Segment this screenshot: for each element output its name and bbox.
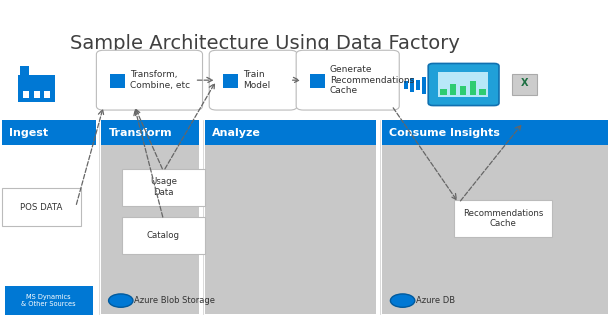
Text: Azure Blob Storage: Azure Blob Storage (134, 296, 215, 305)
FancyBboxPatch shape (110, 74, 125, 88)
FancyBboxPatch shape (470, 81, 476, 95)
FancyBboxPatch shape (101, 120, 199, 145)
FancyBboxPatch shape (2, 188, 81, 226)
FancyBboxPatch shape (20, 66, 29, 75)
FancyBboxPatch shape (460, 86, 466, 95)
FancyBboxPatch shape (479, 89, 486, 95)
Text: MS Dynamics
& Other Sources: MS Dynamics & Other Sources (21, 294, 76, 307)
Text: Consume Insights: Consume Insights (389, 128, 500, 138)
Text: Generate
Recommendations
Cache: Generate Recommendations Cache (329, 65, 414, 95)
FancyBboxPatch shape (422, 77, 426, 94)
FancyBboxPatch shape (428, 63, 499, 106)
Text: Sample Architecture Using Data Factory: Sample Architecture Using Data Factory (70, 34, 460, 53)
FancyBboxPatch shape (122, 217, 205, 254)
FancyBboxPatch shape (96, 50, 203, 110)
Text: Analyze: Analyze (212, 128, 261, 138)
Text: Ingest: Ingest (9, 128, 48, 138)
FancyBboxPatch shape (416, 80, 420, 90)
FancyBboxPatch shape (223, 74, 238, 88)
Text: Train
Model: Train Model (243, 70, 270, 90)
FancyBboxPatch shape (309, 74, 325, 88)
FancyBboxPatch shape (34, 91, 40, 98)
FancyBboxPatch shape (438, 72, 488, 97)
FancyBboxPatch shape (450, 84, 456, 95)
FancyBboxPatch shape (410, 78, 414, 92)
FancyBboxPatch shape (454, 200, 553, 237)
FancyBboxPatch shape (296, 50, 399, 110)
FancyBboxPatch shape (512, 74, 537, 95)
Text: Usage
Data: Usage Data (150, 177, 177, 197)
FancyBboxPatch shape (44, 91, 50, 98)
Circle shape (390, 294, 415, 307)
FancyBboxPatch shape (2, 120, 96, 145)
Text: Transform,
Combine, etc: Transform, Combine, etc (130, 70, 190, 90)
FancyBboxPatch shape (122, 168, 205, 205)
FancyBboxPatch shape (209, 50, 297, 110)
FancyBboxPatch shape (404, 81, 408, 89)
FancyBboxPatch shape (205, 145, 376, 314)
FancyBboxPatch shape (440, 89, 447, 95)
FancyBboxPatch shape (23, 91, 29, 98)
Circle shape (109, 294, 133, 307)
FancyBboxPatch shape (382, 145, 608, 314)
Text: Transform: Transform (109, 128, 172, 138)
Text: Catalog: Catalog (147, 231, 180, 240)
FancyBboxPatch shape (18, 75, 55, 102)
Text: X: X (521, 78, 528, 89)
FancyBboxPatch shape (101, 145, 199, 314)
FancyBboxPatch shape (5, 286, 93, 315)
Text: Azure DB: Azure DB (416, 296, 455, 305)
Text: POS DATA: POS DATA (20, 203, 63, 211)
FancyBboxPatch shape (382, 120, 608, 145)
Text: Recommendations
Cache: Recommendations Cache (463, 209, 544, 228)
FancyBboxPatch shape (205, 120, 376, 145)
